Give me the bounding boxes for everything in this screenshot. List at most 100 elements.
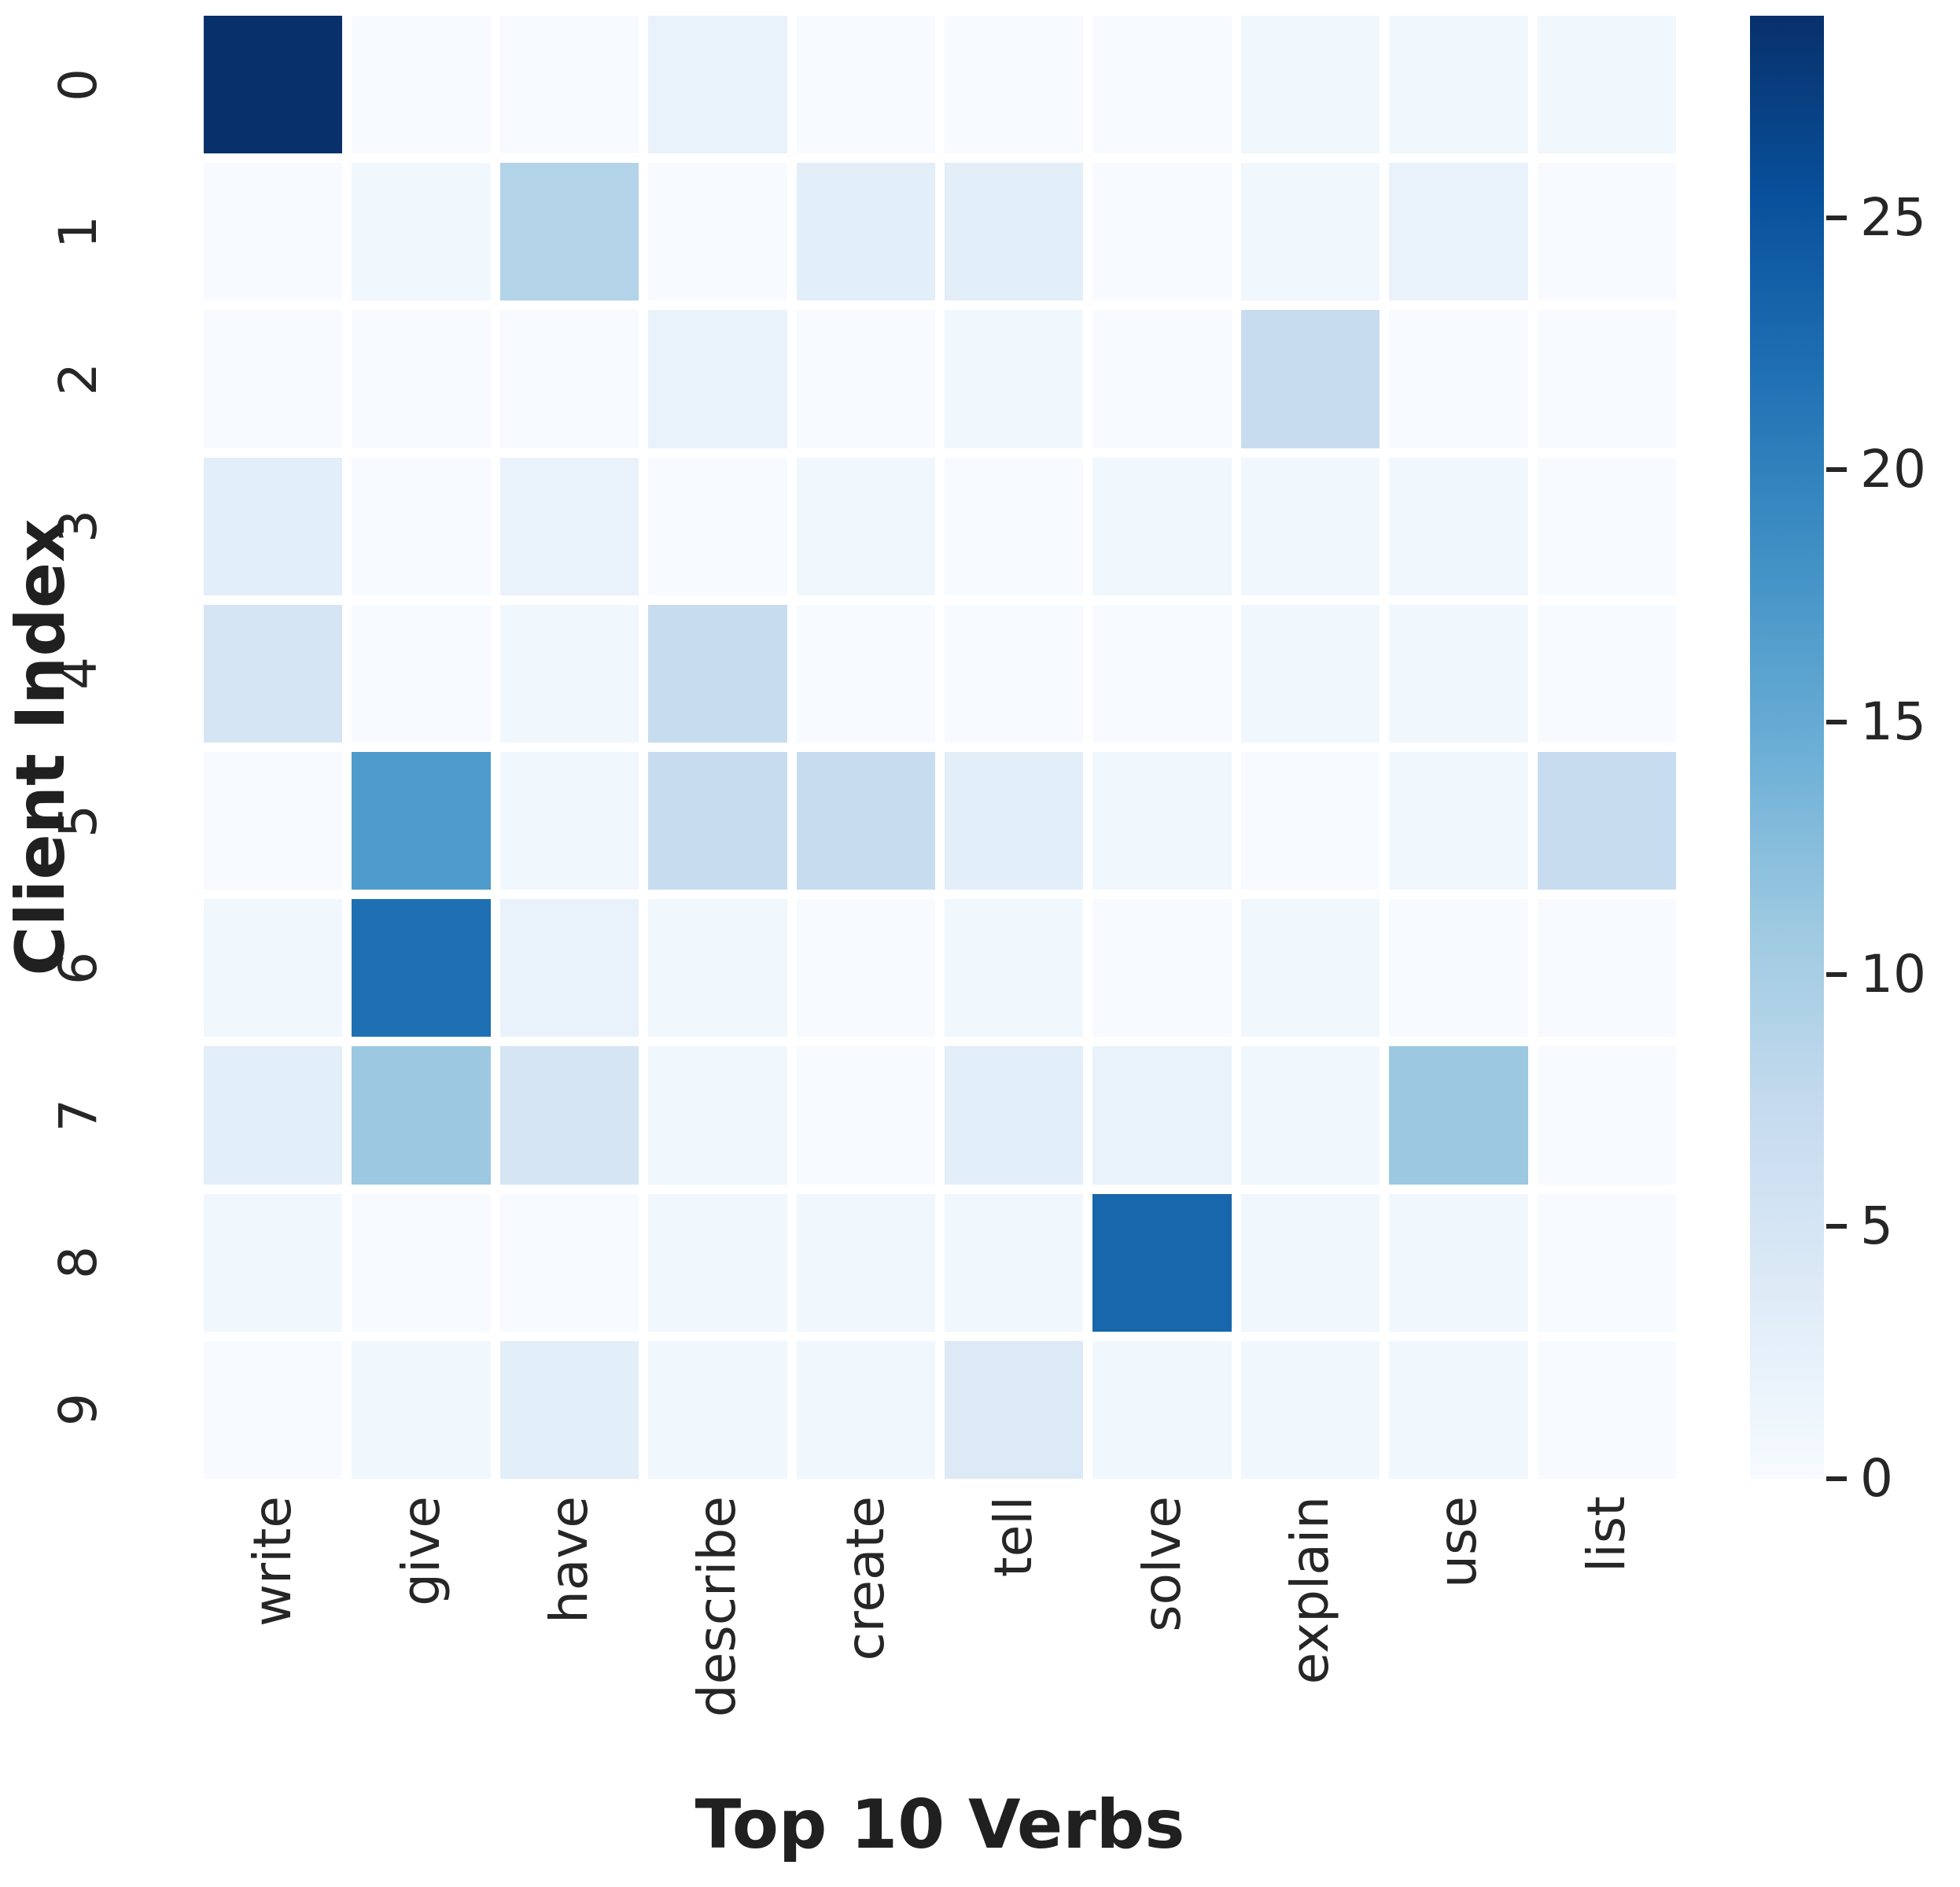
heatmap-cell-3-describe (648, 457, 787, 595)
heatmap-cell-3-explain (1240, 457, 1380, 595)
heatmap-cell-1-list (1537, 163, 1676, 301)
heatmap-cell-1-solve (1092, 163, 1232, 301)
heatmap-cell-9-solve (1092, 1340, 1232, 1479)
heatmap-cell-4-explain (1240, 604, 1380, 743)
heatmap-cell-1-tell (944, 163, 1084, 301)
heatmap-cell-3-create (796, 457, 935, 595)
heatmap-cell-8-give (352, 1193, 491, 1332)
heatmap-cell-6-use (1389, 899, 1528, 1037)
heatmap-cell-8-solve (1092, 1193, 1232, 1332)
colorbar-tick-label-10: 10 (1860, 943, 1926, 1004)
heatmap-cell-7-explain (1240, 1046, 1380, 1185)
heatmap-cell-2-create (796, 310, 935, 448)
x-tick-label-explain: explain (1280, 1496, 1340, 1685)
heatmap-cell-3-write (204, 457, 343, 595)
heatmap-cell-6-solve (1092, 899, 1232, 1037)
y-tick-label-7: 7 (48, 1099, 109, 1132)
heatmap-cell-2-describe (648, 310, 787, 448)
heatmap-cell-1-use (1389, 163, 1528, 301)
heatmap-cell-4-give (352, 604, 491, 743)
heatmap-cell-7-have (499, 1046, 639, 1185)
colorbar (1750, 16, 1824, 1479)
heatmap-cell-1-write (204, 163, 343, 301)
heatmap-cell-0-use (1389, 16, 1528, 154)
heatmap-cell-1-create (796, 163, 935, 301)
x-tick-label-use: use (1428, 1496, 1489, 1588)
y-tick-label-2: 2 (48, 363, 109, 396)
heatmap-cell-5-explain (1240, 751, 1380, 890)
heatmap-cell-6-create (796, 899, 935, 1037)
heatmap-cell-5-list (1537, 751, 1676, 890)
y-tick-label-1: 1 (48, 215, 109, 249)
heatmap-cell-1-have (499, 163, 639, 301)
heatmap-cell-3-tell (944, 457, 1084, 595)
x-axis-title: Top 10 Verbs (694, 1786, 1185, 1864)
heatmap-cell-9-create (796, 1340, 935, 1479)
heatmap-cell-0-have (499, 16, 639, 154)
heatmap-cell-5-have (499, 751, 639, 890)
heatmap-cell-3-have (499, 457, 639, 595)
heatmap-cell-8-write (204, 1193, 343, 1332)
heatmap-cell-7-list (1537, 1046, 1676, 1185)
heatmap-cell-6-describe (648, 899, 787, 1037)
heatmap-cell-4-tell (944, 604, 1084, 743)
y-axis-title: Client Index (2, 518, 80, 976)
heatmap-cell-4-solve (1092, 604, 1232, 743)
colorbar-tick-mark-25 (1826, 215, 1847, 220)
heatmap-cell-9-have (499, 1340, 639, 1479)
heatmap-cell-0-create (796, 16, 935, 154)
heatmap-cell-6-tell (944, 899, 1084, 1037)
colorbar-tick-mark-0 (1826, 1476, 1847, 1481)
heatmap-cell-9-tell (944, 1340, 1084, 1479)
heatmap-cell-6-explain (1240, 899, 1380, 1037)
heatmap-cell-9-list (1537, 1340, 1676, 1479)
heatmap-cell-9-give (352, 1340, 491, 1479)
heatmap-cell-1-describe (648, 163, 787, 301)
heatmap-cell-4-write (204, 604, 343, 743)
heatmap-cell-6-write (204, 899, 343, 1037)
heatmap-cell-2-use (1389, 310, 1528, 448)
heatmap-cell-7-create (796, 1046, 935, 1185)
heatmap-cell-2-tell (944, 310, 1084, 448)
heatmap-grid (204, 16, 1676, 1479)
colorbar-tick-label-20: 20 (1860, 439, 1926, 500)
heatmap-axes (204, 16, 1676, 1479)
x-tick-label-have: have (539, 1496, 599, 1623)
heatmap-cell-8-list (1537, 1193, 1676, 1332)
heatmap-cell-0-list (1537, 16, 1676, 154)
x-tick-label-list: list (1575, 1496, 1637, 1572)
heatmap-cell-2-explain (1240, 310, 1380, 448)
heatmap-cell-5-solve (1092, 751, 1232, 890)
x-tick-label-write: write (242, 1496, 304, 1627)
heatmap-cell-0-solve (1092, 16, 1232, 154)
heatmap-cell-4-use (1389, 604, 1528, 743)
x-tick-label-tell: tell (983, 1496, 1044, 1578)
heatmap-cell-6-give (352, 899, 491, 1037)
y-tick-label-9: 9 (48, 1393, 109, 1427)
heatmap-cell-9-explain (1240, 1340, 1380, 1479)
colorbar-tick-mark-20 (1826, 467, 1847, 473)
heatmap-cell-2-list (1537, 310, 1676, 448)
heatmap-cell-1-explain (1240, 163, 1380, 301)
heatmap-cell-4-describe (648, 604, 787, 743)
heatmap-cell-7-solve (1092, 1046, 1232, 1185)
colorbar-tick-mark-10 (1826, 971, 1847, 977)
colorbar-tick-mark-5 (1826, 1224, 1847, 1229)
heatmap-cell-0-explain (1240, 16, 1380, 154)
heatmap-cell-7-use (1389, 1046, 1528, 1185)
heatmap-cell-4-have (499, 604, 639, 743)
y-tick-label-0: 0 (48, 68, 109, 101)
heatmap-cell-4-list (1537, 604, 1676, 743)
heatmap-cell-9-use (1389, 1340, 1528, 1479)
heatmap-cell-1-give (352, 163, 491, 301)
heatmap-cell-0-write (204, 16, 343, 154)
heatmap-cell-5-tell (944, 751, 1084, 890)
colorbar-tick-label-25: 25 (1860, 186, 1926, 248)
heatmap-cell-2-have (499, 310, 639, 448)
heatmap-cell-5-give (352, 751, 491, 890)
x-tick-label-describe: describe (687, 1496, 748, 1718)
heatmap-cell-0-tell (944, 16, 1084, 154)
heatmap-cell-7-describe (648, 1046, 787, 1185)
heatmap-cell-3-use (1389, 457, 1528, 595)
